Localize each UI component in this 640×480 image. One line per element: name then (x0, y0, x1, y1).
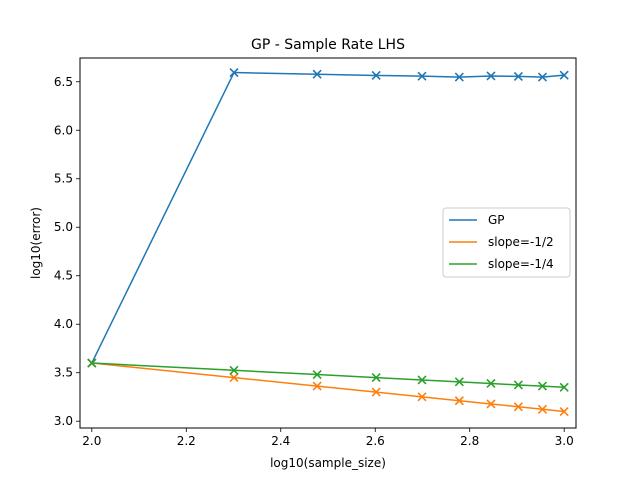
data-point (229, 373, 239, 383)
data-point (454, 72, 464, 82)
y-tick-label: 3.0 (54, 414, 73, 428)
y-tick-label: 3.5 (54, 366, 73, 380)
data-point (486, 399, 496, 409)
data-point (513, 402, 523, 412)
x-tick-label: 2.0 (82, 434, 101, 448)
data-point (417, 392, 427, 402)
y-tick-label: 4.0 (54, 317, 73, 331)
data-point (513, 71, 523, 81)
x-tick-label: 2.8 (460, 434, 479, 448)
data-point (559, 382, 569, 392)
data-point (513, 380, 523, 390)
data-point (559, 70, 569, 80)
series-line-0 (91, 71, 565, 364)
axes-frame (79, 57, 577, 429)
data-point (559, 406, 569, 417)
data-point (486, 378, 496, 389)
x-axis-label: log10(sample_size) (270, 456, 386, 470)
data-point (312, 69, 322, 79)
data-point (537, 404, 548, 414)
x-tick-label: 2.4 (271, 434, 290, 448)
x-tick-label: 2.2 (177, 434, 196, 448)
legend-label: GP (488, 213, 505, 227)
data-point (312, 381, 322, 391)
plot-area (87, 67, 569, 417)
data-point (371, 70, 381, 81)
data-point (417, 375, 427, 385)
data-point (371, 387, 381, 397)
data-point (454, 396, 464, 406)
y-tick-label: 4.5 (54, 269, 73, 283)
legend: GP slope=-1/2 slope=-1/4 (442, 207, 571, 278)
legend-label: slope=-1/2 (488, 235, 554, 249)
chart-title: GP - Sample Rate LHS (251, 37, 405, 53)
data-point (312, 369, 322, 380)
data-point (87, 358, 97, 368)
series-line-2 (91, 362, 565, 389)
data-point (371, 373, 381, 383)
data-point (229, 365, 239, 375)
data-point (537, 381, 548, 391)
x-tick-label: 3.0 (555, 434, 574, 448)
series-line-1 (91, 362, 565, 413)
y-tick-label: 5.0 (54, 220, 73, 234)
data-point (229, 67, 239, 78)
y-axis-label: log10(error) (29, 207, 43, 279)
data-point (454, 377, 464, 387)
data-point (486, 71, 496, 81)
y-tick-label: 6.5 (54, 75, 73, 89)
y-tick-label: 6.0 (54, 123, 73, 137)
data-point (417, 71, 427, 81)
x-axis: 2.0 2.2 2.4 2.6 2.8 3.0 (82, 428, 574, 448)
y-tick-label: 5.5 (54, 172, 73, 186)
y-axis: 3.0 3.5 4.0 4.5 5.0 5.5 6.0 6.5 (54, 75, 80, 428)
data-point (537, 72, 548, 82)
legend-label: slope=-1/4 (488, 257, 554, 271)
x-tick-label: 2.6 (366, 434, 385, 448)
legend-box (442, 207, 571, 278)
